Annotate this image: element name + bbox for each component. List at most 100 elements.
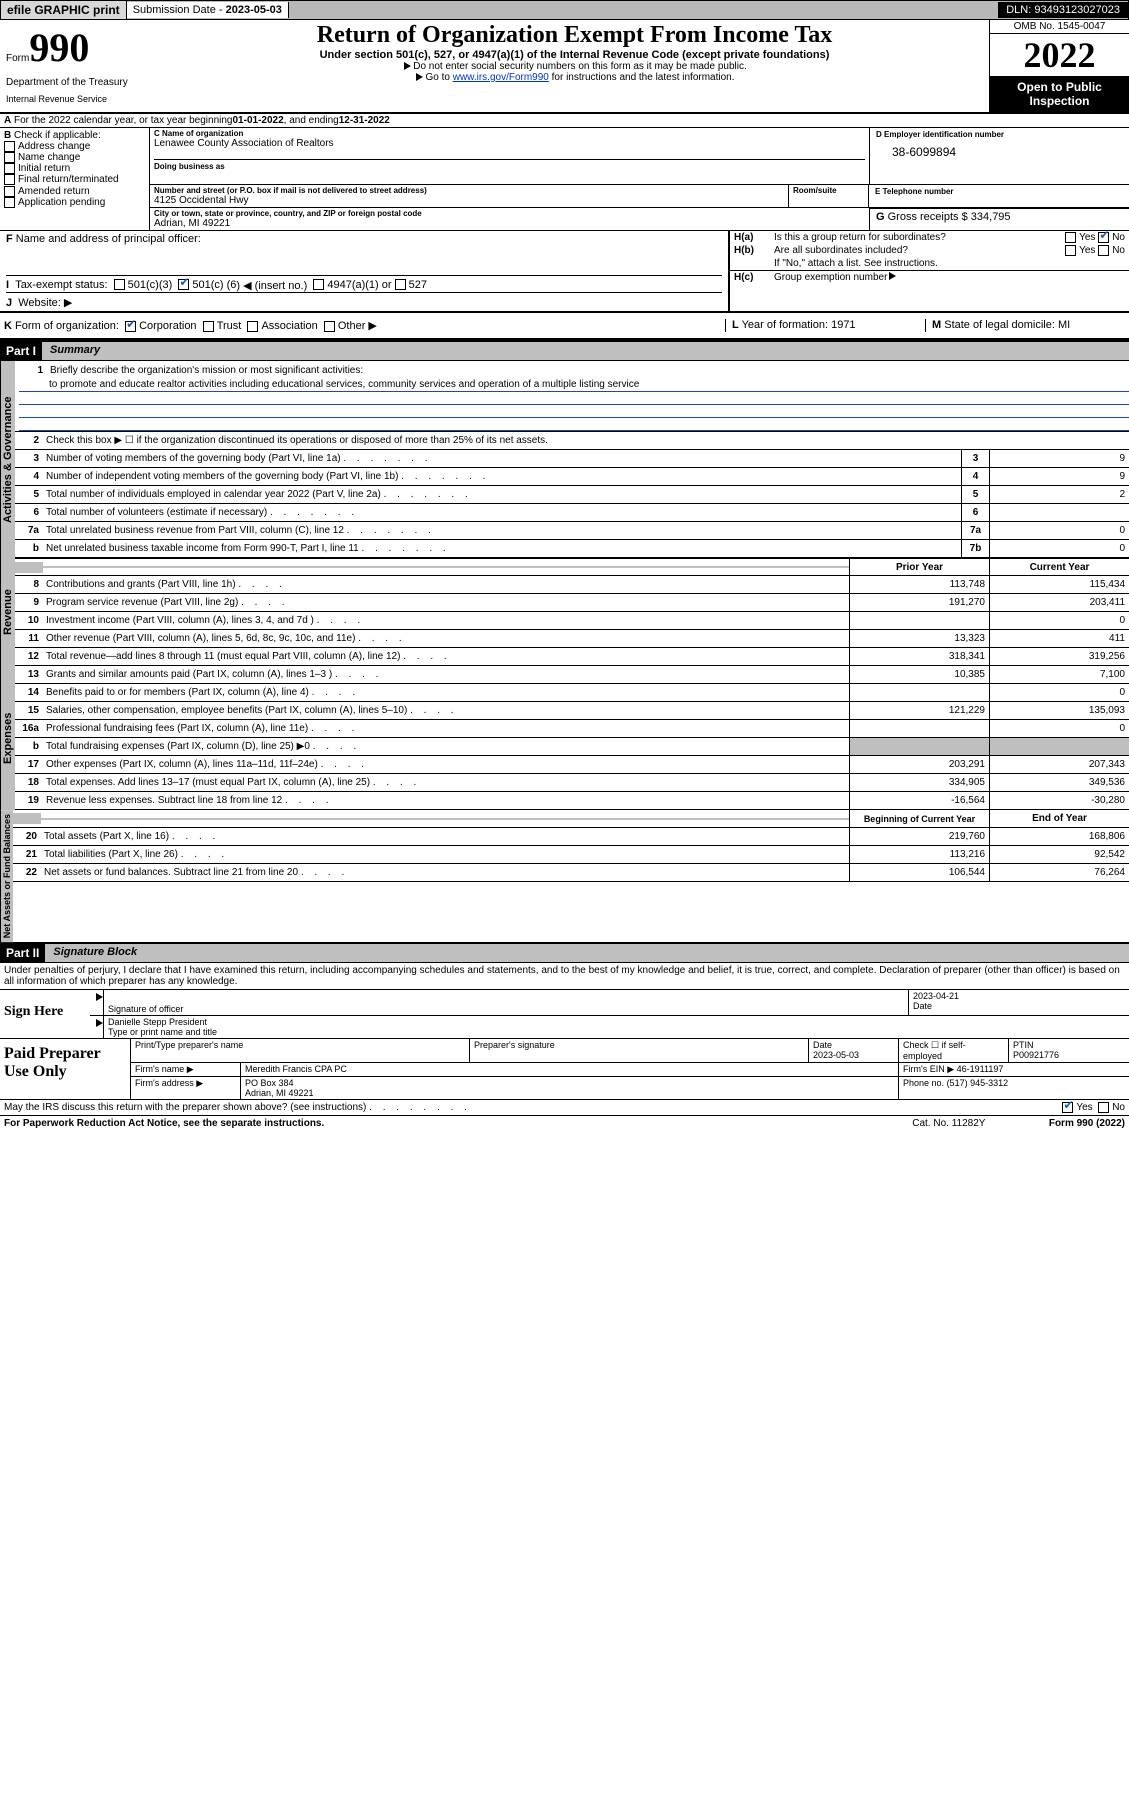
ein-value: 38-6099894 [876,139,1123,159]
table-row: 7aTotal unrelated business revenue from … [15,522,1129,540]
self-employed-check[interactable]: Check ☐ if self-employed [899,1039,1009,1062]
tax-exempt-label: Tax-exempt status: [15,279,107,292]
submission-date-label: Submission Date - 2023-05-03 [127,2,289,18]
top-toolbar: efile GRAPHIC print Submission Date - 20… [0,0,1129,20]
irs-form990-link[interactable]: www.irs.gov/Form990 [453,72,549,83]
ptin-value: P00921776 [1013,1050,1125,1060]
cb-application-pending[interactable]: Application pending [4,197,145,208]
form-header: Form 990 Department of the Treasury Inte… [0,20,1129,114]
check-if-applicable-label: Check if applicable: [14,130,101,141]
org-name-label: Name of organization [162,129,243,138]
efile-print-button[interactable]: efile GRAPHIC print [1,1,127,19]
sign-here-block: Sign Here Signature of officer 2023-04-2… [0,990,1129,1039]
mission-label: Briefly describe the organization's miss… [47,364,1129,377]
side-label-revenue: Revenue [0,558,15,666]
gross-receipts-value: 334,795 [971,211,1011,223]
hb-yes[interactable] [1065,245,1076,256]
table-row: bNet unrelated business taxable income f… [15,540,1129,558]
table-row: 22Net assets or fund balances. Subtract … [13,864,1129,882]
table-row: 8Contributions and grants (Part VIII, li… [15,576,1129,594]
state-domicile-value: MI [1058,319,1070,331]
officer-signature-label: Signature of officer [104,990,909,1015]
irs-discuss-yes[interactable] [1062,1102,1073,1113]
preparer-name-label: Print/Type preparer's name [131,1039,470,1062]
side-label-ag: Activities & Governance [0,361,15,558]
ein-label: Employer identification number [884,130,1004,139]
cb-amended-return[interactable]: Amended return [4,186,145,197]
table-row: 3Number of voting members of the governi… [15,450,1129,468]
cb-527[interactable] [395,279,406,290]
ha-yes[interactable] [1065,232,1076,243]
part1-revenue: Revenue Prior Year Current Year 8Contrib… [0,558,1129,666]
gross-receipts-label: Gross receipts $ [888,211,968,223]
dba-label: Doing business as [154,159,865,171]
officer-name: Danielle Stepp President [108,1017,1125,1027]
part2-header: Part II Signature Block [0,942,1129,963]
line-a-tax-year: A For the 2022 calendar year, or tax yea… [0,114,1129,128]
form-word: Form [6,53,29,64]
irs-discuss-row: May the IRS discuss this return with the… [0,1100,1129,1116]
state-domicile-label: State of legal domicile: [944,319,1055,331]
table-row: 17Other expenses (Part IX, column (A), l… [15,756,1129,774]
omb-number: OMB No. 1545-0047 [989,20,1129,34]
year-formation-value: 1971 [831,319,855,331]
hb-no[interactable] [1098,245,1109,256]
cb-corporation[interactable] [125,321,136,332]
h-b-note: If "No," attach a list. See instructions… [730,257,1129,270]
irs-label: Internal Revenue Service [6,94,154,104]
phone-label: Telephone number [883,187,954,196]
cb-501c[interactable] [178,279,189,290]
org-name: Lenawee County Association of Realtors [154,138,865,149]
paperwork-notice: For Paperwork Reduction Act Notice, see … [4,1118,849,1129]
dln-label: DLN: 93493123027023 [998,2,1128,18]
website-label: Website: ▶ [18,297,72,309]
form-number-footer: Form 990 (2022) [1049,1118,1125,1129]
firm-ein-label: Firm's EIN ▶ [903,1064,954,1074]
instructions-link-line: Go to www.irs.gov/Form990 for instructio… [164,72,985,83]
table-row: 20Total assets (Part X, line 16) . . . .… [13,828,1129,846]
table-row: 18Total expenses. Add lines 13–17 (must … [15,774,1129,792]
tax-year: 2022 [989,34,1129,76]
mission-text: to promote and educate realtor activitie… [19,379,1129,392]
officer-name-label: Type or print name and title [108,1027,1125,1037]
part1-expenses: Expenses 13Grants and similar amounts pa… [0,666,1129,810]
street-label: Number and street (or P.O. box if mail i… [154,186,784,195]
form-title: Return of Organization Exempt From Incom… [164,22,985,49]
table-row: 16aProfessional fundraising fees (Part I… [15,720,1129,738]
cb-final-return[interactable]: Final return/terminated [4,174,145,185]
sign-here-label: Sign Here [0,990,90,1038]
col-end-year: End of Year [989,810,1129,827]
perjury-declaration: Under penalties of perjury, I declare th… [0,963,1129,990]
table-row: 4Number of independent voting members of… [15,468,1129,486]
cb-4947a1[interactable] [313,279,324,290]
ptin-label: PTIN [1013,1040,1125,1050]
h-c-row: H(c)Group exemption number [730,270,1129,284]
section-bcdeg: B Check if applicable: Address change Na… [0,128,1129,231]
table-row: bTotal fundraising expenses (Part IX, co… [15,738,1129,756]
part1-net-assets: Net Assets or Fund Balances Beginning of… [0,810,1129,942]
firm-phone: (517) 945-3312 [947,1078,1009,1088]
firm-ein: 46-1911197 [957,1064,1004,1074]
firm-address-2: Adrian, MI 49221 [245,1088,894,1098]
street-value: 4125 Occidental Hwy [154,195,784,206]
cb-association[interactable] [247,321,258,332]
city-label: City or town, state or province, country… [154,209,865,218]
ha-no[interactable] [1098,232,1109,243]
cb-501c3[interactable] [114,279,125,290]
table-row: 14Benefits paid to or for members (Part … [15,684,1129,702]
open-to-public-badge: Open to Public Inspection [989,76,1129,112]
table-row: 12Total revenue—add lines 8 through 11 (… [15,648,1129,666]
cb-name-change[interactable]: Name change [4,152,145,163]
paid-preparer-block: Paid Preparer Use Only Print/Type prepar… [0,1039,1129,1100]
form-number: 990 [29,24,89,71]
section-klm: K Form of organization: Corporation Trus… [0,312,1129,340]
table-row: 15Salaries, other compensation, employee… [15,702,1129,720]
table-row: 21Total liabilities (Part X, line 26) . … [13,846,1129,864]
cb-trust[interactable] [203,321,214,332]
irs-discuss-no[interactable] [1098,1102,1109,1113]
cb-address-change[interactable]: Address change [4,141,145,152]
cb-other[interactable] [324,321,335,332]
city-value: Adrian, MI 49221 [154,218,865,229]
cb-initial-return[interactable]: Initial return [4,163,145,174]
table-row: 13Grants and similar amounts paid (Part … [15,666,1129,684]
